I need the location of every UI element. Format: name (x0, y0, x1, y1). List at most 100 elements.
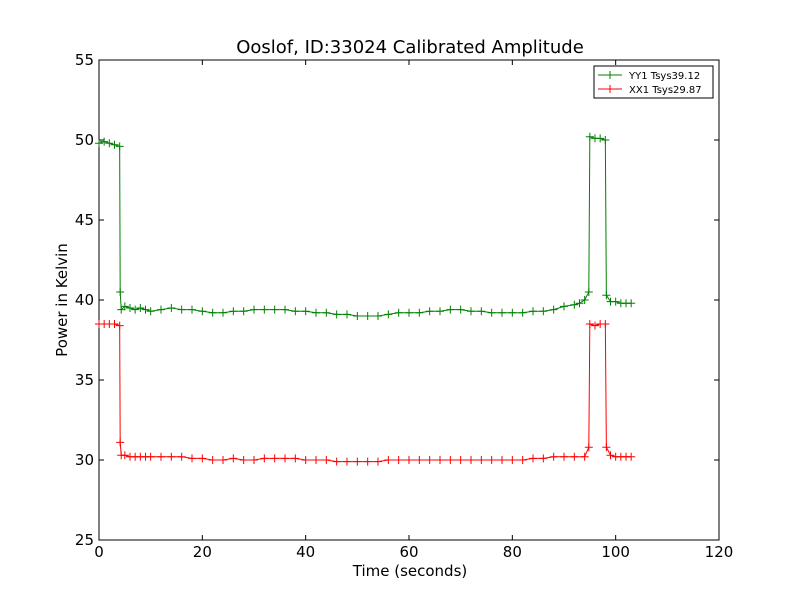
data-point (110, 140, 119, 149)
data-point (363, 312, 372, 320)
data-point (270, 454, 279, 463)
data-point (198, 454, 207, 463)
data-point (301, 456, 310, 464)
data-point (136, 304, 145, 312)
data-point (177, 305, 186, 314)
data-point (281, 305, 289, 314)
data-point (606, 451, 615, 460)
data-point (343, 310, 351, 319)
data-point (353, 457, 362, 466)
data-point (229, 307, 238, 316)
data-point (591, 321, 599, 330)
chart-title: Ooslof, ID:33024 Calibrated Amplitude (236, 37, 584, 58)
data-point (446, 456, 455, 464)
data-point (518, 308, 527, 317)
data-point (467, 307, 475, 316)
data-point (425, 456, 434, 464)
legend-entry-label: XX1 Tsys29.87 (629, 85, 702, 96)
data-point (508, 308, 517, 317)
x-tick-label: 60 (399, 543, 418, 561)
data-point (332, 457, 341, 466)
data-point (250, 305, 258, 314)
y-tick-label: 35 (75, 371, 94, 389)
data-point (188, 454, 196, 463)
data-point (322, 456, 331, 464)
data-point (219, 308, 227, 317)
data-point (518, 456, 527, 464)
data-point (146, 452, 155, 461)
data-point (188, 305, 196, 314)
data-point (601, 136, 610, 144)
data-point (208, 456, 217, 464)
y-tick-label: 45 (75, 211, 94, 229)
data-point (487, 456, 496, 464)
data-point (312, 456, 320, 464)
x-tick-label: 120 (705, 543, 734, 561)
legend-box (593, 65, 714, 99)
data-point (394, 456, 403, 464)
x-tick-label: 20 (193, 543, 212, 561)
data-point (508, 456, 517, 464)
data-point (374, 312, 382, 320)
legend: YY1 Tsys39.12 XX1 Tsys29.87 (593, 65, 714, 99)
data-point (575, 299, 584, 308)
data-point (529, 454, 537, 463)
data-point (167, 452, 176, 461)
legend-marker (606, 85, 614, 93)
data-point (239, 456, 248, 464)
data-point (239, 307, 248, 316)
data-point (332, 310, 341, 319)
data-point (95, 139, 103, 148)
data-point (384, 456, 393, 464)
data-point (115, 142, 124, 151)
data-point (602, 291, 611, 300)
data-point (120, 302, 129, 311)
axes-layer: 0 20 40 60 80 100 120 25 30 35 40 45 50 55 (75, 51, 733, 561)
data-point (115, 321, 124, 330)
legend-marker (606, 71, 614, 79)
data-point (596, 134, 605, 143)
data-point (584, 443, 593, 452)
data-point (580, 296, 589, 304)
data-point (570, 300, 579, 309)
data-point (560, 452, 568, 461)
x-tick-label: 40 (296, 543, 315, 561)
data-point (229, 454, 238, 463)
data-point (539, 454, 548, 463)
data-point (580, 452, 589, 461)
data-point (436, 307, 444, 316)
data-point (405, 456, 413, 464)
data-point (584, 288, 593, 296)
data-point (100, 137, 109, 146)
data-point (219, 456, 227, 464)
data-point (477, 456, 486, 464)
data-point (322, 308, 331, 317)
data-point (198, 307, 207, 316)
data-point (291, 307, 300, 316)
data-point (487, 308, 496, 317)
data-point (363, 457, 372, 466)
y-tick-label: 25 (75, 531, 94, 549)
data-point (110, 320, 119, 328)
data-point (117, 305, 126, 314)
data-point (394, 308, 403, 317)
y-tick-label: 55 (75, 51, 94, 69)
data-point (177, 452, 186, 461)
data-point (611, 297, 620, 306)
data-point (467, 456, 475, 464)
data-point (415, 456, 424, 464)
data-point (157, 305, 165, 314)
data-point (425, 307, 434, 316)
data-point (167, 304, 176, 312)
data-point (446, 305, 455, 314)
data-point (415, 308, 424, 317)
data-point (260, 305, 269, 314)
data-point (116, 288, 125, 296)
data-point (353, 312, 362, 320)
data-point (281, 454, 289, 463)
data-point (585, 132, 594, 141)
data-point (405, 308, 413, 317)
y-tick-label: 50 (75, 131, 94, 149)
data-point (126, 304, 134, 312)
